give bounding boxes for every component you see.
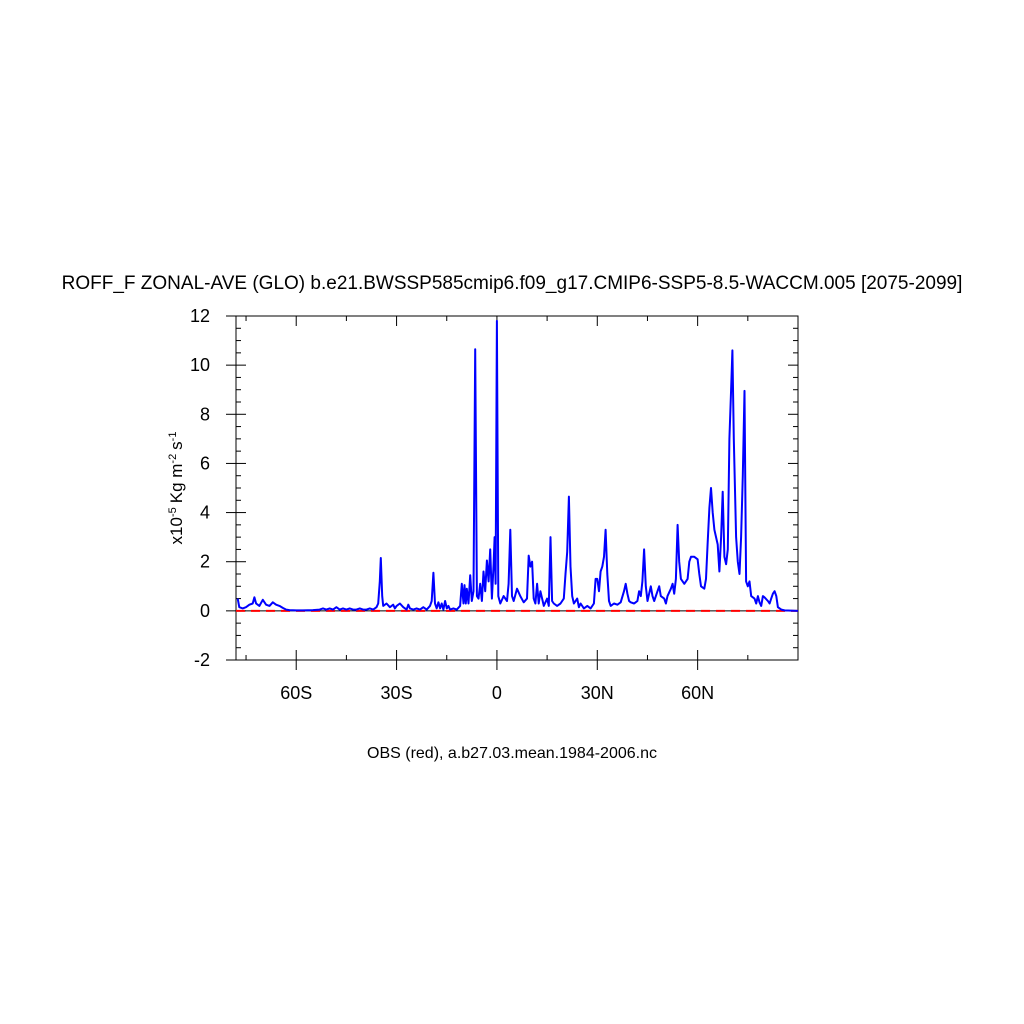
y-tick-label: 6 [200, 453, 210, 473]
y-label-scale: x10 [167, 517, 186, 544]
x-tick-label: 30S [381, 683, 413, 703]
x-tick-labels: 60S 30S 0 30N 60N [280, 683, 714, 703]
y-label-unit2: s [167, 441, 186, 450]
y-tick-label: 12 [190, 306, 210, 326]
y-tick-label: 8 [200, 404, 210, 424]
y-label-unit-exp2: -1 [167, 432, 179, 442]
chart-caption: OBS (red), a.b27.03.mean.1984-2006.nc [367, 745, 657, 762]
chart-title: ROFF_F ZONAL-AVE (GLO) b.e21.BWSSP585cmi… [62, 273, 963, 294]
y-tick-label: 10 [190, 355, 210, 375]
y-label-unit-exp1: -2 [167, 454, 179, 464]
y-label-unit: Kg m [167, 464, 186, 504]
y-tick-label: 2 [200, 552, 210, 572]
y-label-scale-exp: -5 [167, 507, 179, 517]
x-tick-label: 0 [492, 683, 502, 703]
x-tick-label: 60S [280, 683, 312, 703]
y-axis-label: x10-5 Kg m-2 s-1 [167, 432, 186, 545]
y-tick-label: -2 [194, 650, 210, 670]
plot-area [226, 315, 799, 670]
model-series-line [236, 319, 799, 612]
y-tick-label: 0 [200, 601, 210, 621]
y-tick-labels: -2 0 2 4 6 8 10 12 [190, 306, 210, 670]
x-tick-label: 30N [581, 683, 614, 703]
x-tick-label: 60N [681, 683, 714, 703]
y-tick-label: 4 [200, 503, 210, 523]
